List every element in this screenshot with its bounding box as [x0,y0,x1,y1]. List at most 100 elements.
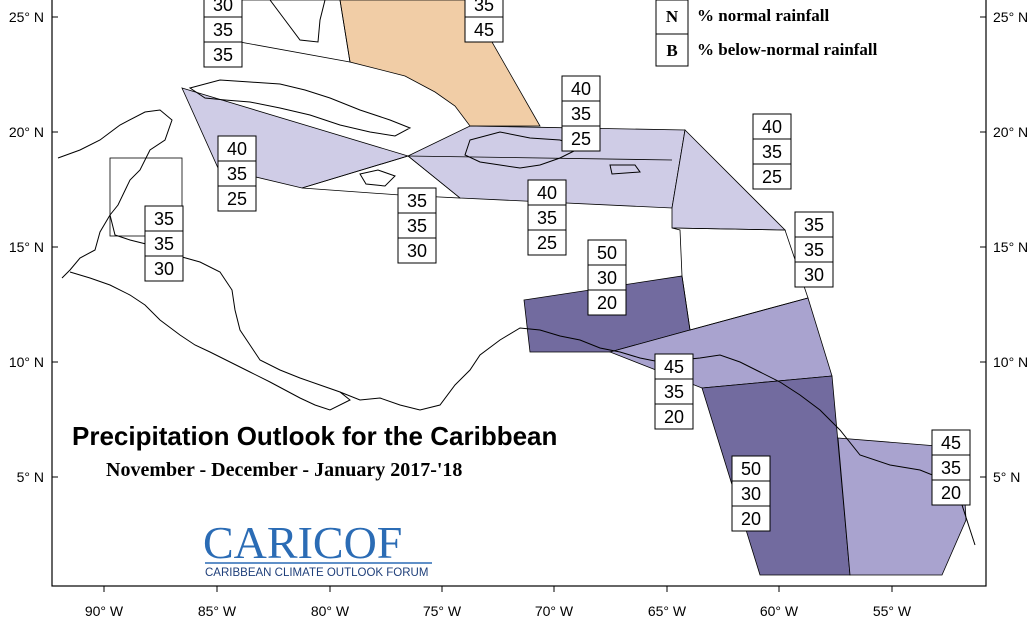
forecast-value: 35 [804,215,824,235]
forecast-box-hispaniola-south: 40 35 25 [527,179,567,256]
coast-florida [269,0,326,43]
coast-south-america [339,327,976,546]
forecast-value: 50 [597,243,617,263]
lon-label: 80° W [311,603,350,619]
lon-label: 60° W [760,603,799,619]
forecast-value: 35 [571,104,591,124]
forecast-cell [203,41,243,68]
forecast-value: 35 [213,45,233,65]
forecast-value: 35 [213,20,233,40]
forecast-cell [752,163,792,190]
forecast-cell [731,505,771,532]
forecast-value: 35 [664,382,684,402]
forecast-cell [931,429,971,456]
forecast-cell [752,113,792,140]
coast-hispaniola [464,131,582,169]
forecast-value: 35 [407,216,427,236]
forecast-cell [217,160,257,187]
forecast-value: 25 [537,233,557,253]
forecast-value: 35 [941,458,961,478]
lat-label-left: 5° N [17,469,44,485]
forecast-value: 25 [762,167,782,187]
lon-label: 55° W [873,603,912,619]
legend-key-n: N [666,7,679,26]
forecast-box-guyana: 50 30 20 [731,455,771,532]
forecast-value: 35 [804,240,824,260]
forecast-cell [794,236,834,263]
forecast-value: 45 [474,20,494,40]
svg-text:CARICOF: CARICOF [203,517,402,568]
forecast-cell [587,289,627,316]
forecast-box-leeward: 40 35 25 [752,113,792,190]
coast-puerto-rico [609,164,641,175]
lon-label: 75° W [423,603,462,619]
lat-label-right: 15° N [993,239,1028,255]
forecast-value: 20 [664,407,684,427]
lat-label-right: 25° N [993,9,1028,25]
forecast-value: 20 [741,509,761,529]
forecast-cell [794,211,834,238]
forecast-value: 35 [154,209,174,229]
latitude-labels: 25° N 20° N 15° N 10° N 5° N 25° N 20° N 15° N… [9,9,1028,485]
logo-sub: CARIBBEAN CLIMATE OUTLOOK FORUM [205,567,428,579]
forecast-cell [654,403,694,430]
forecast-box-trinidad: 45 35 20 [654,353,694,430]
lat-label-left: 10° N [9,354,44,370]
forecast-value: 30 [741,484,761,504]
forecast-cell [527,229,567,256]
map-subtitle: November - December - January 2017-'18 [106,459,462,481]
legend: N % normal rainfall B % below-normal rai… [655,0,878,67]
longitude-labels: 90° W 85° W 80° W 75° W 70° W 65° W 60° W 55° W [85,586,912,619]
caricof-logo: CARICOF CARIBBEAN CLIMATE OUTLOOK FORUM [203,517,432,579]
forecast-value: 30 [407,241,427,261]
lon-label: 70° W [535,603,574,619]
forecast-value: 35 [154,234,174,254]
forecast-cell [527,204,567,231]
forecast-cell [731,455,771,482]
forecast-box-suriname: 45 35 20 [931,429,971,506]
forecast-value: 35 [407,191,427,211]
forecast-cell [217,185,257,212]
forecast-value: 20 [941,483,961,503]
legend-text-n: % normal rainfall [697,6,829,25]
forecast-box-cuba-west: 40 35 25 [217,135,257,212]
forecast-cell [397,187,437,214]
forecast-box-bahamas-left: 30 35 35 [203,0,243,68]
forecast-value: 25 [571,129,591,149]
lon-label: 65° W [648,603,687,619]
forecast-value: 35 [762,142,782,162]
region-central-line [407,155,673,161]
forecast-value: 45 [664,357,684,377]
forecast-box-jamaica-south: 35 35 30 [397,187,437,264]
forecast-cell [464,16,504,43]
forecast-value: 35 [227,164,247,184]
logo-main-a: CARI [203,517,313,568]
region-windward-outline [671,227,809,331]
lat-label-right: 5° N [993,469,1020,485]
forecast-cell [397,237,437,264]
forecast-cell [561,100,601,127]
coast-central-america [57,109,351,411]
lat-label-right: 10° N [993,354,1028,370]
forecast-box-belize: 35 35 30 [144,205,184,282]
legend-key-b: B [666,41,677,60]
forecast-value: 45 [941,433,961,453]
forecast-cell [144,205,184,232]
forecast-cell [931,479,971,506]
forecast-value: 40 [762,117,782,137]
forecast-value: 20 [597,293,617,313]
region-jamaica-outline [301,155,462,199]
logo-main-b: COF [313,517,402,568]
forecast-value: 35 [474,0,494,15]
forecast-value: 30 [154,259,174,279]
coast-cuba [188,79,412,137]
forecast-value: 35 [537,208,557,228]
forecast-cell [654,378,694,405]
forecast-value: 30 [804,265,824,285]
forecast-box-windward: 35 35 30 [794,211,834,288]
forecast-value: 25 [227,189,247,209]
forecast-box-hispaniola-north: 40 35 25 [561,75,601,152]
